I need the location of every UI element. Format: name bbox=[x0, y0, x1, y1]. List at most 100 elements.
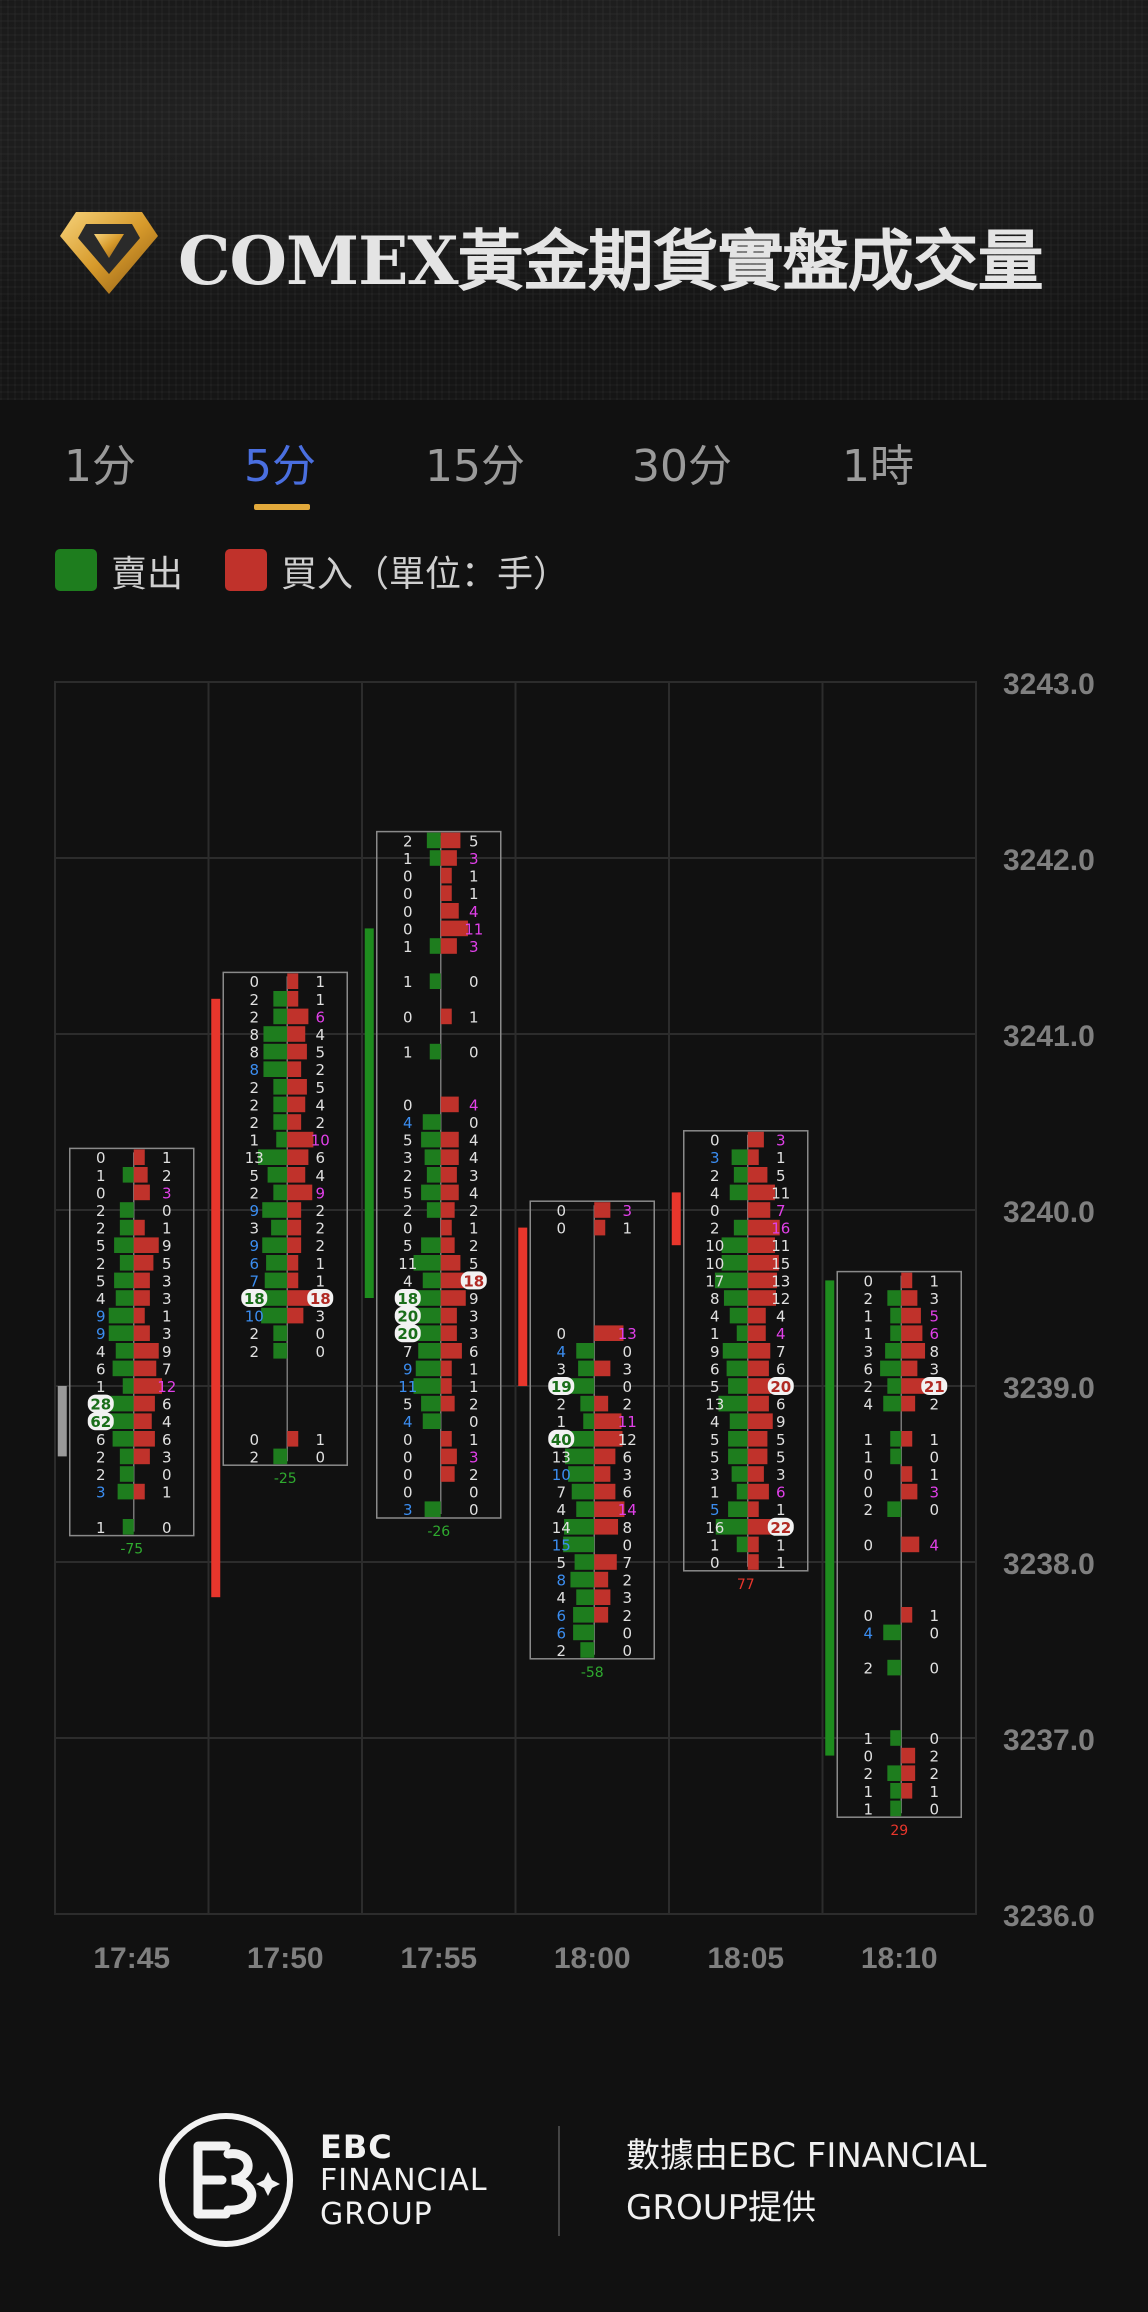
buy-volume-value: 1 bbox=[469, 1360, 479, 1378]
sell-volume-value: 2 bbox=[249, 1448, 259, 1466]
sell-volume-value: 7 bbox=[249, 1272, 259, 1290]
buy-volume-bar bbox=[747, 1395, 769, 1412]
buy-volume-bar bbox=[440, 1395, 455, 1412]
buy-volume-value: 1 bbox=[162, 1484, 172, 1502]
buy-volume-value: 2 bbox=[469, 1202, 479, 1220]
buy-volume-value: 11 bbox=[771, 1237, 790, 1255]
buy-highlight-pill bbox=[460, 1271, 487, 1290]
tab-1hour[interactable]: 1時 bbox=[842, 441, 914, 492]
sell-volume-bar bbox=[574, 1554, 595, 1570]
buy-volume-value: 2 bbox=[315, 1237, 325, 1255]
buy-volume-value: 0 bbox=[929, 1448, 939, 1466]
sell-volume-value: 4 bbox=[556, 1501, 566, 1519]
buy-volume-value: 5 bbox=[776, 1167, 786, 1185]
sell-volume-value: 9 bbox=[96, 1325, 106, 1343]
buy-volume-bar bbox=[440, 1343, 462, 1359]
sell-volume-bar bbox=[885, 1343, 902, 1359]
buy-volume-value: 4 bbox=[929, 1536, 939, 1554]
sell-volume-value: 13 bbox=[705, 1396, 724, 1414]
buy-volume-bar bbox=[747, 1167, 768, 1183]
sell-volume-bar bbox=[119, 1466, 134, 1482]
buy-volume-value: 6 bbox=[315, 1149, 325, 1167]
buy-volume-bar bbox=[901, 1343, 926, 1359]
legend-sell-swatch bbox=[55, 549, 97, 591]
sell-volume-value: 8 bbox=[249, 1044, 259, 1062]
candle-body bbox=[364, 928, 374, 1298]
buy-volume-value: 4 bbox=[469, 1096, 479, 1114]
buy-volume-bar bbox=[747, 1466, 764, 1482]
sell-volume-value: 11 bbox=[398, 1378, 417, 1396]
buy-volume-bar bbox=[901, 1536, 920, 1553]
buy-volume-bar bbox=[440, 885, 452, 901]
sell-volume-value: 2 bbox=[403, 1202, 413, 1220]
buy-volume-value: 10 bbox=[311, 1132, 330, 1150]
buy-volume-value: 3 bbox=[469, 1167, 479, 1185]
sell-volume-bar bbox=[736, 1325, 748, 1341]
sell-volume-bar bbox=[729, 1184, 748, 1201]
buy-volume-bar bbox=[594, 1483, 616, 1500]
sell-volume-value: 3 bbox=[710, 1466, 720, 1484]
buy-volume-value: 2 bbox=[622, 1572, 632, 1590]
sell-volume-bar bbox=[273, 1114, 288, 1130]
buy-volume-bar bbox=[747, 1255, 779, 1271]
sell-volume-value: 4 bbox=[710, 1413, 720, 1431]
sell-volume-bar bbox=[728, 1378, 748, 1394]
buy-volume-bar bbox=[747, 1343, 771, 1359]
buy-volume-value: 5 bbox=[929, 1308, 939, 1326]
sell-volume-bar bbox=[119, 1448, 134, 1465]
buy-volume-value: 18 bbox=[310, 1290, 331, 1308]
buy-highlight-pill bbox=[767, 1517, 794, 1536]
sell-volume-value: 4 bbox=[96, 1343, 106, 1361]
buy-volume-value: 2 bbox=[929, 1765, 939, 1783]
sell-volume-bar bbox=[119, 1255, 134, 1271]
buy-volume-value: 9 bbox=[469, 1290, 479, 1308]
buy-volume-value: 2 bbox=[469, 1396, 479, 1414]
tab-15min[interactable]: 15分 bbox=[425, 441, 525, 492]
buy-volume-value: 9 bbox=[162, 1343, 172, 1361]
sell-volume-value: 8 bbox=[710, 1290, 720, 1308]
sell-volume-bar bbox=[108, 1325, 134, 1341]
buy-volume-value: 2 bbox=[622, 1396, 632, 1414]
tab-30min[interactable]: 30分 bbox=[632, 441, 732, 492]
sell-volume-bar bbox=[728, 1431, 748, 1447]
buy-volume-bar bbox=[594, 1360, 611, 1377]
sell-volume-bar bbox=[583, 1413, 595, 1429]
footprint-box bbox=[683, 1130, 809, 1572]
buy-volume-bar bbox=[440, 1096, 459, 1113]
tab-5min[interactable]: 5分 bbox=[244, 441, 316, 492]
buy-volume-bar bbox=[747, 1131, 764, 1148]
sell-volume-bar bbox=[883, 1395, 902, 1412]
sell-highlight-pill bbox=[394, 1289, 421, 1307]
sell-volume-bar bbox=[890, 1783, 902, 1799]
sell-volume-bar bbox=[429, 1043, 441, 1060]
buy-volume-bar bbox=[594, 1589, 611, 1605]
buy-volume-value: 5 bbox=[315, 1079, 325, 1097]
sell-volume-bar bbox=[273, 1184, 288, 1201]
sell-volume-value: 10 bbox=[705, 1255, 724, 1273]
buy-volume-bar bbox=[594, 1466, 611, 1482]
sell-volume-bar bbox=[424, 1149, 441, 1165]
buy-volume-value: 0 bbox=[469, 1044, 479, 1062]
sell-volume-value: 1 bbox=[863, 1730, 873, 1748]
buy-volume-value: 3 bbox=[776, 1132, 786, 1150]
buy-volume-value: 4 bbox=[315, 1026, 325, 1044]
tab-1min[interactable]: 1分 bbox=[64, 441, 136, 492]
sell-volume-bar bbox=[262, 1202, 288, 1218]
sell-volume-bar bbox=[578, 1360, 595, 1377]
sell-volume-value: 2 bbox=[863, 1765, 873, 1783]
sell-highlight-pill bbox=[87, 1394, 114, 1413]
sell-volume-value: 3 bbox=[403, 1501, 413, 1519]
sell-volume-bar bbox=[426, 1167, 441, 1183]
buy-volume-bar bbox=[287, 1061, 302, 1077]
buy-volume-value: 0 bbox=[929, 1624, 939, 1642]
buy-volume-value: 4 bbox=[469, 903, 479, 921]
sell-volume-value: 5 bbox=[710, 1448, 720, 1466]
buy-volume-value: 12 bbox=[771, 1290, 790, 1308]
buy-highlight-pill bbox=[921, 1377, 948, 1395]
buy-volume-value: 1 bbox=[622, 1220, 632, 1238]
sell-volume-bar bbox=[122, 1378, 134, 1394]
sell-volume-value: 5 bbox=[710, 1501, 720, 1519]
buy-volume-value: 0 bbox=[622, 1343, 632, 1361]
buy-volume-value: 11 bbox=[771, 1184, 790, 1202]
sell-volume-bar bbox=[723, 1290, 748, 1306]
